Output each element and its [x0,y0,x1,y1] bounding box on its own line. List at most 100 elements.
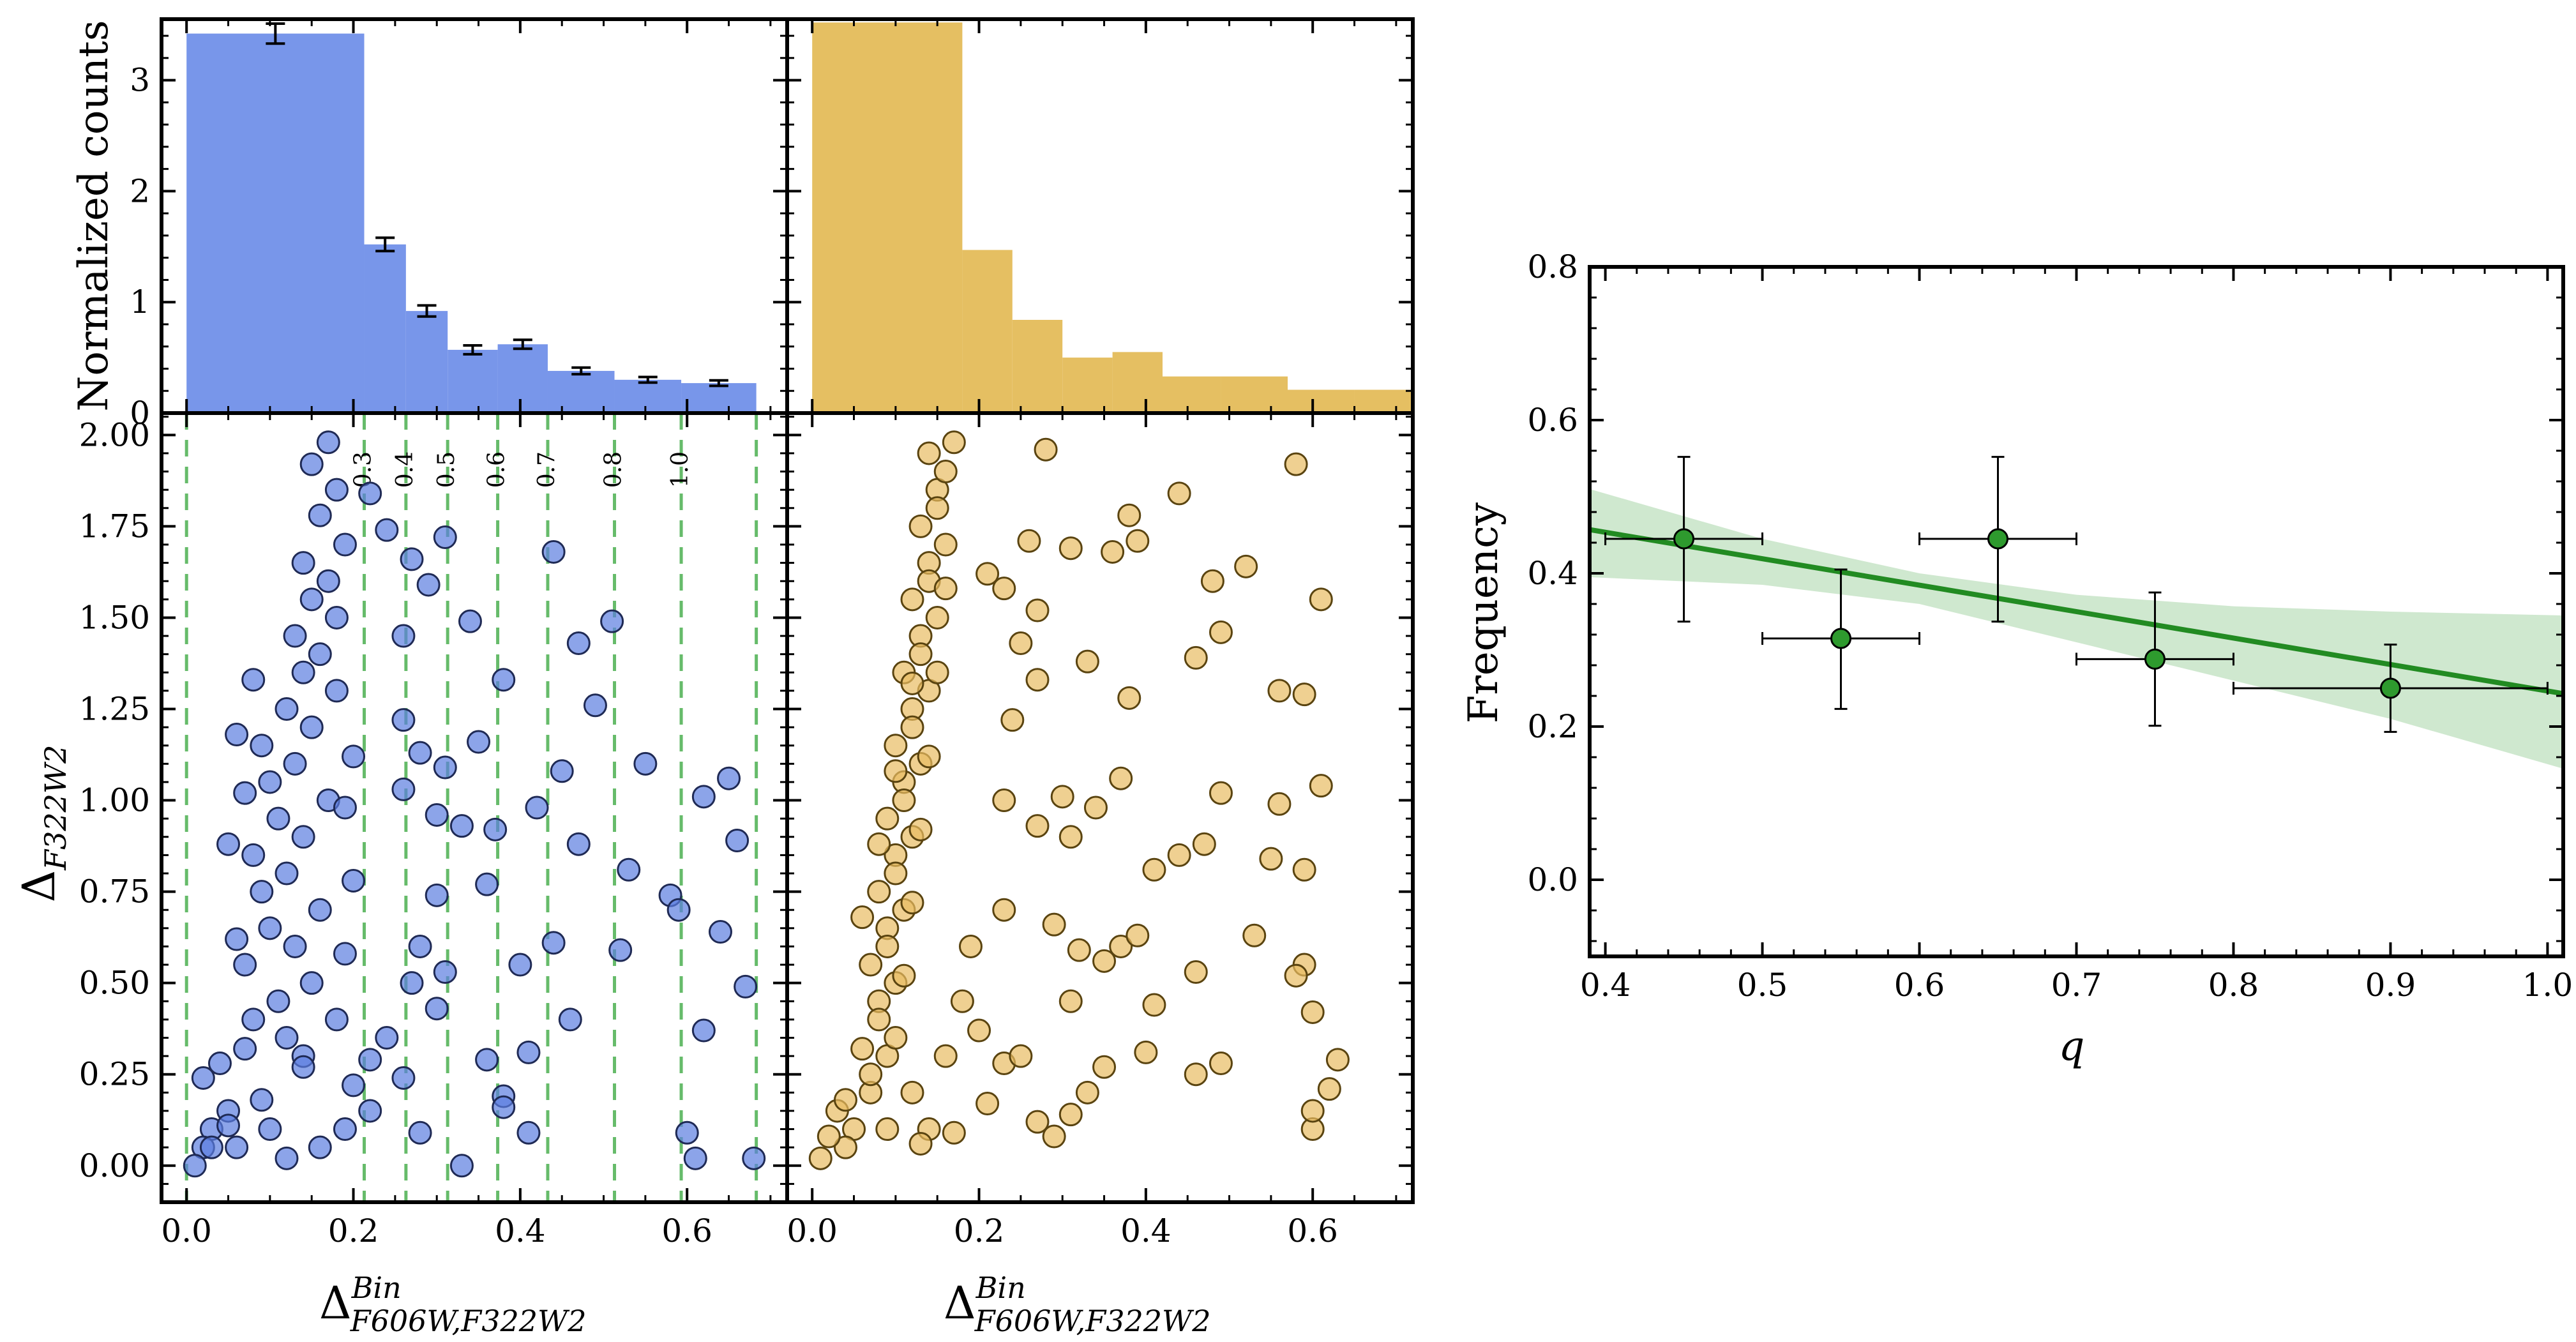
scatter-right-point [1117,686,1141,710]
scatter-left-point [550,759,574,783]
scatter-right-point [875,934,900,958]
y-tick-label: 2 [130,172,150,209]
scatter-right-point [867,880,891,904]
hist-left-bar [405,311,448,413]
scatter-right-point [1267,679,1292,703]
scatter-left-point [375,1026,399,1050]
scatter-right-point [1050,785,1074,809]
scatter-left-point [566,631,591,655]
hist-left-error-bars [266,22,728,388]
scatter-left-point [691,785,716,809]
scatter-left-point [492,668,516,692]
xlabel-superscript: Bin [351,1270,402,1305]
y-tick-label: 2.00 [79,416,150,453]
scatter-right-point [1025,814,1050,838]
x-tick-label: 0.5 [1737,967,1788,1004]
hist-right-bar [1163,376,1221,413]
scatter-right-point [808,1146,832,1170]
scatter-left-point [275,1026,299,1050]
q-line-label: 0.8 [601,451,627,488]
scatter-left-point [583,693,607,718]
scatter-left-point [342,744,366,769]
scatter-left-point [266,806,290,831]
scatter-left-point [449,1154,474,1178]
frequency-confidence-band [1590,489,2563,769]
scatter-right-point [908,1131,933,1156]
scatter-left-point [191,1066,215,1090]
scatter-left-point [316,430,340,455]
scatter-left-point [391,708,416,732]
scatter-right-point [917,744,941,769]
frequency-ylabel: Frequency [1460,502,1507,723]
scatter-left-point [258,916,282,940]
scatter-right-point [884,861,908,886]
scatter-left-point [541,931,566,955]
scatter-left-point [391,777,416,801]
scatter-right-point [1117,503,1141,527]
scatter-right-point [1167,481,1191,506]
scatter-left-point [225,927,249,951]
scatter-right-point [892,788,916,813]
scatter-right-point [892,963,916,988]
scatter-right-point [958,934,983,958]
scatter-left-point [725,829,749,852]
scatter-left-point [275,1146,299,1170]
scatter-right-point [1042,1124,1066,1149]
scatter-right-point [1083,795,1108,820]
scatter-right-point [900,891,924,915]
hist-right-bar [1221,376,1288,413]
scatter-left-point [283,934,307,958]
scatter-left-point [333,1117,357,1142]
scatter-right-point [942,430,966,455]
scatter-left-point [425,803,449,827]
hist-left-bar [448,349,498,413]
y-tick-label: 1.25 [79,691,150,728]
scatter-right-point [900,671,924,695]
scatter-left-point [516,1120,541,1145]
scatter-left-point [308,1135,332,1159]
scatter-left-point [241,668,266,692]
scatter-right-point [850,1037,875,1061]
scatter-right-point [1109,766,1133,790]
scatter-left-point [324,679,349,703]
x-tick-label: 0.6 [1894,967,1945,1004]
scatter-left-points [183,430,766,1178]
scatter-left-point [683,1146,707,1170]
scatter-left-point [675,1120,699,1145]
scatter-left-point [433,960,457,984]
y-tick-label: 0.75 [79,873,150,910]
scatter-left-point [199,1135,223,1159]
hist-left-bar [497,344,548,413]
frequency-point [2379,677,2401,699]
scatter-left-point [250,1088,274,1112]
scatter-left-point [241,843,266,867]
scatter-right-point [1209,620,1233,644]
y-tick-label: 0.0 [1527,861,1578,898]
scatter-left-point [266,989,290,1013]
scatter-right-point [1184,1062,1208,1087]
scatter-right-point [884,1026,908,1050]
scatter-right-point [992,577,1016,601]
scatter-left-point [600,609,624,633]
scatter-right-point [1025,1110,1050,1134]
frequency-point [1673,528,1695,550]
y-tick-label: 1.50 [79,599,150,636]
scatter-right-point [992,898,1016,922]
scatter-right-point [908,514,933,538]
scatter-left-point [433,755,457,780]
scatter-left-point [324,478,349,502]
scatter-left-point [433,525,457,550]
scatter-left-point [458,609,482,633]
scatter-right-point [1058,825,1083,849]
scatter-right-panel: 0.0 0.2 0.4 0.6 ΔBin F606W,F322W2 [785,411,1415,1338]
scatter-right-point [1092,949,1117,973]
scatter-right-point [1042,912,1066,937]
scatter-right-point [1101,539,1125,564]
x-tick-label: 0.6 [661,1212,712,1249]
scatter-left-point [667,898,691,922]
x-tick-label: 0.0 [161,1212,212,1249]
scatter-left-point [333,795,357,820]
scatter-left-point [316,569,340,593]
x-tick-label: 0.4 [1120,1212,1171,1249]
scatter-left-point [308,898,332,922]
